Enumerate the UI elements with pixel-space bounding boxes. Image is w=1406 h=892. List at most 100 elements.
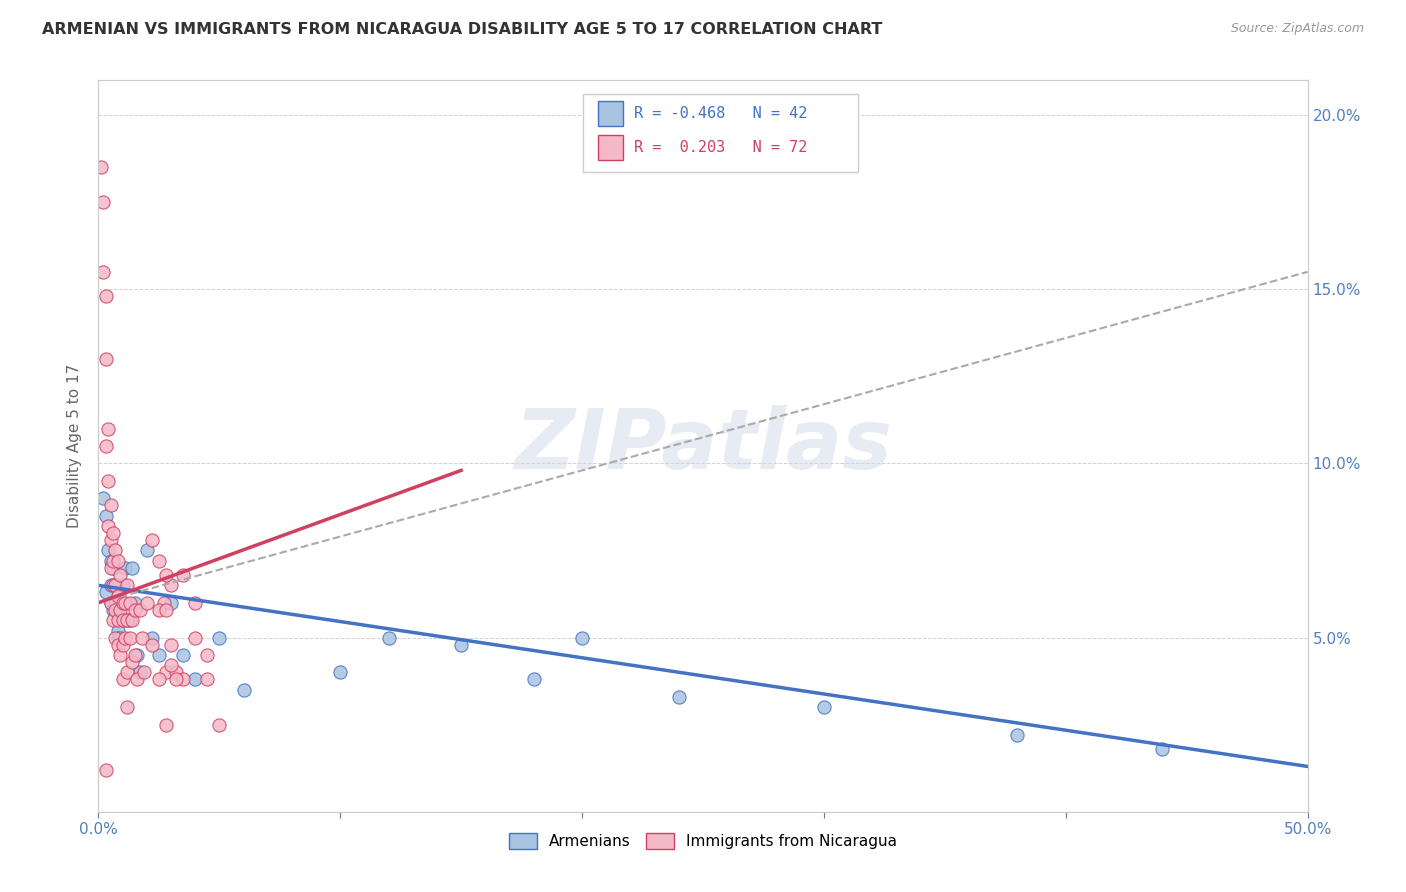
Point [97,543,120,558]
Point [127,673,149,687]
Point [155,603,177,617]
Point [155,567,177,582]
Point [97,474,120,488]
Point [134,665,156,680]
Point [114,596,136,610]
Text: Source: ZipAtlas.com: Source: ZipAtlas.com [1230,22,1364,36]
Point [124,596,146,610]
Point [111,613,134,627]
Point [195,648,218,662]
Point [114,561,136,575]
Point [148,648,170,662]
Point [160,578,183,592]
Point [117,700,139,714]
Point [155,665,177,680]
Point [91,491,114,506]
Point [104,603,127,617]
Point [118,631,141,645]
Point [172,648,194,662]
Point [135,543,157,558]
Point [117,578,139,592]
Point [121,561,143,575]
Point [100,561,122,575]
Point [107,638,129,652]
Point [94,585,117,599]
Point [111,596,134,610]
Point [97,421,120,435]
Point [111,673,134,687]
Point [111,578,134,592]
Point [94,508,117,523]
Point [117,613,139,627]
Point [160,658,183,673]
Point [124,648,146,662]
Point [94,289,117,303]
Point [141,638,163,652]
Point [208,631,231,645]
Point [155,717,177,731]
Point [100,596,122,610]
Point [101,603,124,617]
Point [108,648,131,662]
Point [668,690,690,704]
Point [104,631,127,645]
Point [121,655,143,669]
Point [108,567,131,582]
Point [135,596,157,610]
Point [523,673,546,687]
Point [107,624,129,638]
Point [117,613,139,627]
Point [100,596,122,610]
Point [101,578,124,592]
Point [101,554,124,568]
Point [91,265,114,279]
Point [148,603,170,617]
Point [101,613,124,627]
Text: ARMENIAN VS IMMIGRANTS FROM NICARAGUA DISABILITY AGE 5 TO 17 CORRELATION CHART: ARMENIAN VS IMMIGRANTS FROM NICARAGUA DI… [42,22,883,37]
Point [165,673,187,687]
Point [128,665,150,680]
Point [1152,742,1174,756]
Y-axis label: Disability Age 5 to 17: Disability Age 5 to 17 [67,364,83,528]
Point [101,561,124,575]
Point [107,603,129,617]
Point [118,596,141,610]
Point [184,631,207,645]
Point [104,578,127,592]
Point [108,596,131,610]
Point [108,631,131,645]
Point [100,578,122,592]
Point [232,682,254,697]
Point [141,533,163,547]
Text: R = -0.468   N = 42: R = -0.468 N = 42 [634,106,807,120]
Point [107,613,129,627]
Point [184,596,207,610]
Point [94,763,117,777]
Text: R =  0.203   N = 72: R = 0.203 N = 72 [634,140,807,154]
Legend: Armenians, Immigrants from Nicaragua: Armenians, Immigrants from Nicaragua [503,827,903,855]
Point [118,613,141,627]
Point [111,613,134,627]
Point [104,596,127,610]
Point [104,578,127,592]
Point [160,638,183,652]
Point [100,498,122,512]
Point [160,596,183,610]
Point [148,673,170,687]
Point [1007,728,1029,742]
Point [111,638,134,652]
Point [90,161,112,175]
Point [100,533,122,547]
Point [127,648,149,662]
Point [148,554,170,568]
Point [94,351,117,366]
Point [165,665,187,680]
Point [107,631,129,645]
Point [100,554,122,568]
Point [124,603,146,617]
Point [329,665,352,680]
Point [121,613,143,627]
Point [152,596,174,610]
Point [97,519,120,533]
Point [141,631,163,645]
